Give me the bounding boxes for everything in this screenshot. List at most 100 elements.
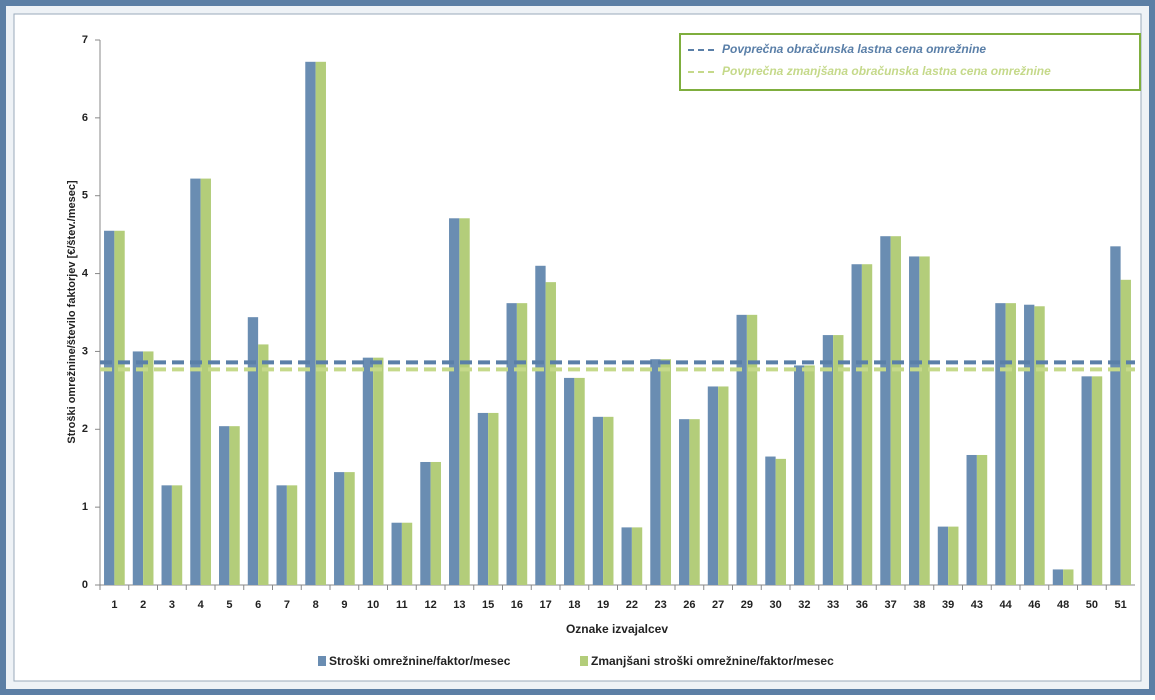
bar <box>516 303 528 585</box>
x-tick-label: 8 <box>313 599 319 611</box>
bar <box>132 351 144 585</box>
legend-label: Zmanjšani stroški omrežnine/faktor/mesec <box>591 654 834 668</box>
bar <box>1024 304 1035 585</box>
x-tick-label: 16 <box>511 599 523 611</box>
bar <box>976 454 988 585</box>
y-tick-label: 7 <box>82 34 88 46</box>
bar <box>1120 279 1131 585</box>
y-axis-label: Stroški omrežnine/število faktorjev [€/š… <box>66 180 78 444</box>
x-tick-label: 5 <box>226 599 232 611</box>
bar <box>114 230 125 585</box>
y-tick-label: 4 <box>82 267 89 279</box>
bar <box>276 485 287 585</box>
bar <box>890 236 901 585</box>
bar <box>707 386 719 585</box>
bar <box>315 61 326 586</box>
y-tick-label: 5 <box>82 190 88 202</box>
bar <box>449 218 460 586</box>
x-tick-label: 37 <box>885 599 897 611</box>
bar <box>373 357 384 585</box>
bar <box>948 526 959 585</box>
bar <box>229 426 240 585</box>
x-tick-label: 44 <box>1000 599 1013 611</box>
bar <box>430 461 441 585</box>
bar <box>822 335 834 585</box>
x-tick-label: 48 <box>1057 599 1069 611</box>
x-tick-label: 18 <box>568 599 580 611</box>
reference-legend-label: Povprečna obračunska lastna cena omrežni… <box>722 42 986 56</box>
x-tick-label: 51 <box>1115 599 1127 611</box>
legend-swatch <box>318 656 326 666</box>
x-tick-label: 26 <box>683 599 695 611</box>
x-tick-label: 3 <box>169 599 175 611</box>
bar <box>861 264 873 585</box>
bar <box>736 314 747 585</box>
bar <box>401 522 413 585</box>
y-tick-label: 0 <box>82 579 88 591</box>
bar <box>334 472 345 585</box>
bar <box>746 314 758 585</box>
bar <box>603 416 614 585</box>
bar <box>909 256 920 585</box>
bar <box>362 357 374 585</box>
bar <box>592 416 604 585</box>
x-axis-label: Oznake izvajalcev <box>566 622 668 636</box>
bar <box>459 218 470 586</box>
bar <box>937 526 949 585</box>
bar <box>161 485 172 585</box>
bar <box>880 236 891 585</box>
bar <box>804 365 815 585</box>
bar <box>535 265 546 585</box>
bar <box>258 344 269 585</box>
x-tick-label: 4 <box>198 599 205 611</box>
bar <box>1091 376 1103 585</box>
bar <box>833 335 844 585</box>
bar <box>574 377 585 585</box>
x-tick-label: 30 <box>770 599 782 611</box>
bar <box>564 377 575 585</box>
bar <box>143 351 154 585</box>
bar <box>344 472 355 585</box>
bar <box>391 522 402 585</box>
x-tick-label: 22 <box>626 599 638 611</box>
x-tick-label: 19 <box>597 599 609 611</box>
bar <box>1081 376 1092 585</box>
x-tick-label: 10 <box>367 599 379 611</box>
reference-legend-label: Povprečna zmanjšana obračunska lastna ce… <box>722 64 1051 78</box>
x-tick-label: 43 <box>971 599 983 611</box>
bar <box>190 178 201 586</box>
bar <box>200 178 211 586</box>
y-tick-label: 3 <box>82 345 88 357</box>
bar <box>995 303 1006 585</box>
bar <box>1063 569 1074 585</box>
x-tick-label: 39 <box>942 599 954 611</box>
bar <box>1034 306 1045 585</box>
x-tick-label: 27 <box>712 599 724 611</box>
x-tick-label: 9 <box>341 599 347 611</box>
bar <box>219 426 230 585</box>
bar <box>660 359 671 585</box>
x-tick-label: 1 <box>111 599 117 611</box>
x-tick-label: 36 <box>856 599 868 611</box>
x-tick-label: 46 <box>1028 599 1040 611</box>
bar <box>420 461 431 585</box>
bar <box>631 527 643 585</box>
bar <box>286 485 298 585</box>
x-tick-label: 33 <box>827 599 839 611</box>
bar <box>718 386 729 585</box>
legend-swatch <box>580 656 588 666</box>
legend-label: Stroški omrežnine/faktor/mesec <box>329 654 511 668</box>
bar <box>679 419 690 585</box>
x-tick-label: 6 <box>255 599 261 611</box>
bar <box>171 485 183 585</box>
bar <box>506 303 517 585</box>
x-tick-label: 38 <box>913 599 925 611</box>
bar <box>621 527 632 585</box>
bar <box>1110 246 1121 586</box>
reference-legend <box>679 33 1141 91</box>
x-tick-label: 29 <box>741 599 753 611</box>
bar <box>919 256 930 585</box>
bar <box>488 412 499 585</box>
bar <box>477 412 489 585</box>
